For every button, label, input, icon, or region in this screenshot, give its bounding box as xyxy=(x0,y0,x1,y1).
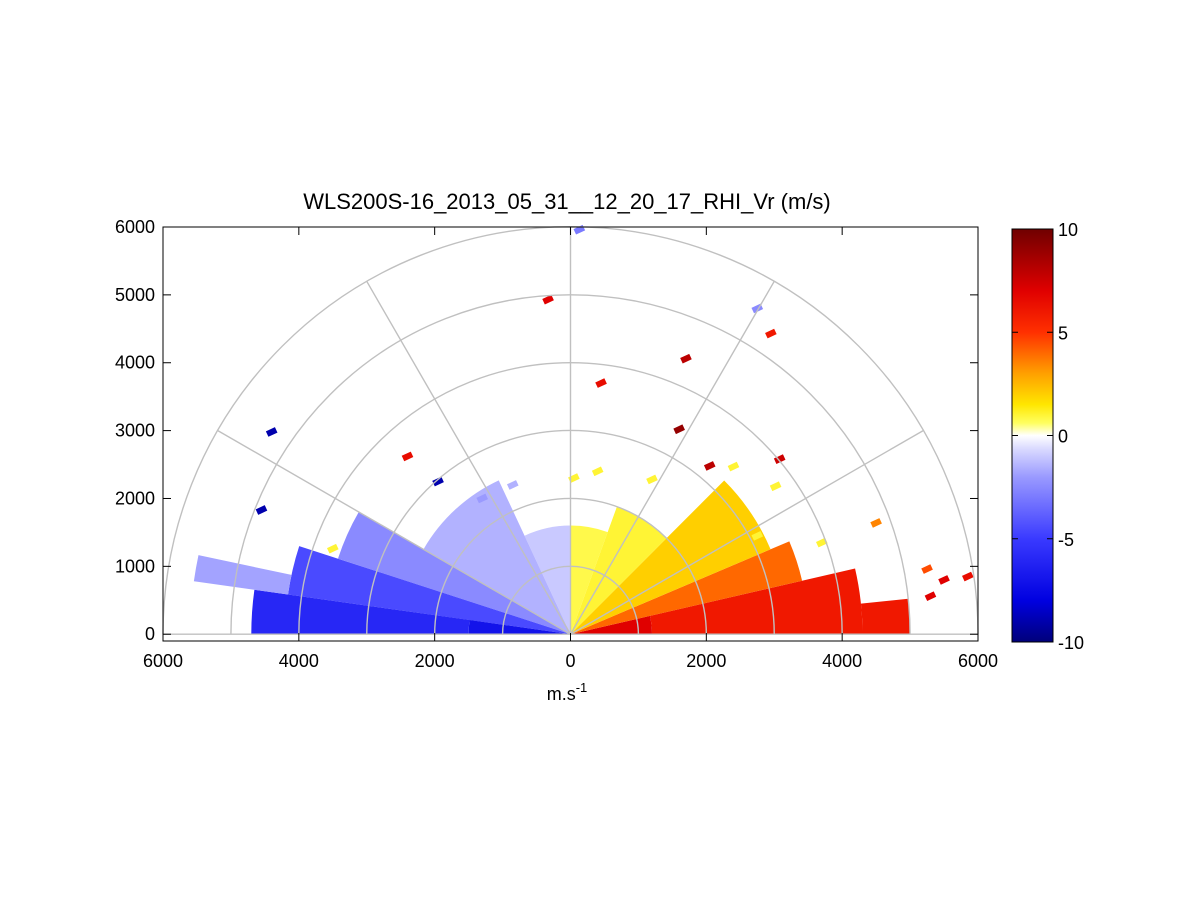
y-tick-label: 4000 xyxy=(115,353,155,373)
colorbar-ticks: 10 5 0 -5 -10 xyxy=(1012,220,1084,653)
velocity-cell xyxy=(727,461,740,472)
velocity-cell xyxy=(542,294,554,305)
velocity-sector xyxy=(337,511,571,635)
velocity-cell xyxy=(595,378,607,388)
colorbar-tick-label: 10 xyxy=(1058,220,1078,240)
y-axis-ticks: 0 1000 2000 3000 4000 5000 6000 xyxy=(115,217,978,644)
x-tick-label: 6000 xyxy=(958,651,998,671)
elevation-spoke xyxy=(570,429,924,635)
velocity-sector xyxy=(193,555,292,595)
velocity-sector xyxy=(570,541,803,635)
velocity-cell xyxy=(773,454,786,464)
velocity-data-layer xyxy=(193,224,974,635)
velocity-sector xyxy=(570,615,652,635)
chart-title: WLS200S-16_2013_05_31__12_20_17_RHI_Vr (… xyxy=(303,189,831,214)
velocity-cell xyxy=(401,451,414,462)
y-tick-label: 5000 xyxy=(115,285,155,305)
velocity-sector xyxy=(251,589,470,635)
y-tick-label: 3000 xyxy=(115,421,155,441)
velocity-sector xyxy=(524,525,571,635)
y-tick-label: 6000 xyxy=(115,217,155,237)
velocity-cell xyxy=(703,461,716,471)
velocity-cell xyxy=(870,518,882,528)
colorbar-gradient xyxy=(1011,228,1054,643)
x-tick-label: 6000 xyxy=(143,651,183,671)
velocity-cell xyxy=(962,571,974,582)
velocity-cell xyxy=(673,424,685,435)
velocity-cell xyxy=(265,427,278,437)
velocity-cell xyxy=(326,543,339,554)
x-axis-label-superscript: -1 xyxy=(576,680,588,695)
x-axis-label-base: m.s xyxy=(547,684,576,704)
plot-area: 6000 4000 2000 0 2000 4000 6000 0 1000 2000 3000 4… xyxy=(115,217,998,671)
x-tick-label: 2000 xyxy=(415,651,455,671)
velocity-cell xyxy=(765,328,777,339)
x-tick-label: 4000 xyxy=(822,651,862,671)
x-tick-label: 4000 xyxy=(279,651,319,671)
velocity-sector xyxy=(570,480,771,635)
elevation-spoke xyxy=(366,280,572,635)
colorbar-tick-label: -10 xyxy=(1058,633,1084,653)
colorbar: 10 5 0 -5 -10 xyxy=(1011,220,1084,653)
elevation-spoke xyxy=(569,280,775,635)
velocity-cell xyxy=(921,564,933,574)
velocity-cell xyxy=(591,466,604,477)
velocity-sector xyxy=(570,506,667,635)
velocity-cell xyxy=(432,476,444,487)
velocity-sector xyxy=(468,620,571,635)
x-axis-ticks: 6000 4000 2000 0 2000 4000 6000 xyxy=(143,227,998,671)
velocity-sector xyxy=(570,525,608,635)
velocity-sector xyxy=(649,568,863,635)
elevation-spoke xyxy=(217,429,571,635)
velocity-cell xyxy=(255,505,268,515)
velocity-cell xyxy=(769,481,782,492)
x-axis-label: m.s-1 xyxy=(547,680,588,704)
colorbar-tick-label: -5 xyxy=(1058,530,1074,550)
velocity-cell xyxy=(924,591,937,602)
velocity-cell xyxy=(506,480,519,490)
velocity-cell xyxy=(751,530,764,541)
colorbar-tick-label: 0 xyxy=(1058,427,1068,447)
velocity-cell xyxy=(680,353,692,364)
y-tick-label: 1000 xyxy=(115,556,155,576)
colorbar-tick-label: 5 xyxy=(1058,323,1068,343)
velocity-sector xyxy=(860,598,911,635)
velocity-cell xyxy=(938,575,950,585)
velocity-sector xyxy=(423,480,571,635)
y-tick-label: 2000 xyxy=(115,488,155,508)
velocity-cell xyxy=(646,474,658,485)
velocity-cell xyxy=(476,493,489,504)
x-tick-label: 2000 xyxy=(686,651,726,671)
y-tick-label: 0 xyxy=(145,624,155,644)
x-tick-label: 0 xyxy=(565,651,575,671)
velocity-sector xyxy=(288,546,571,635)
